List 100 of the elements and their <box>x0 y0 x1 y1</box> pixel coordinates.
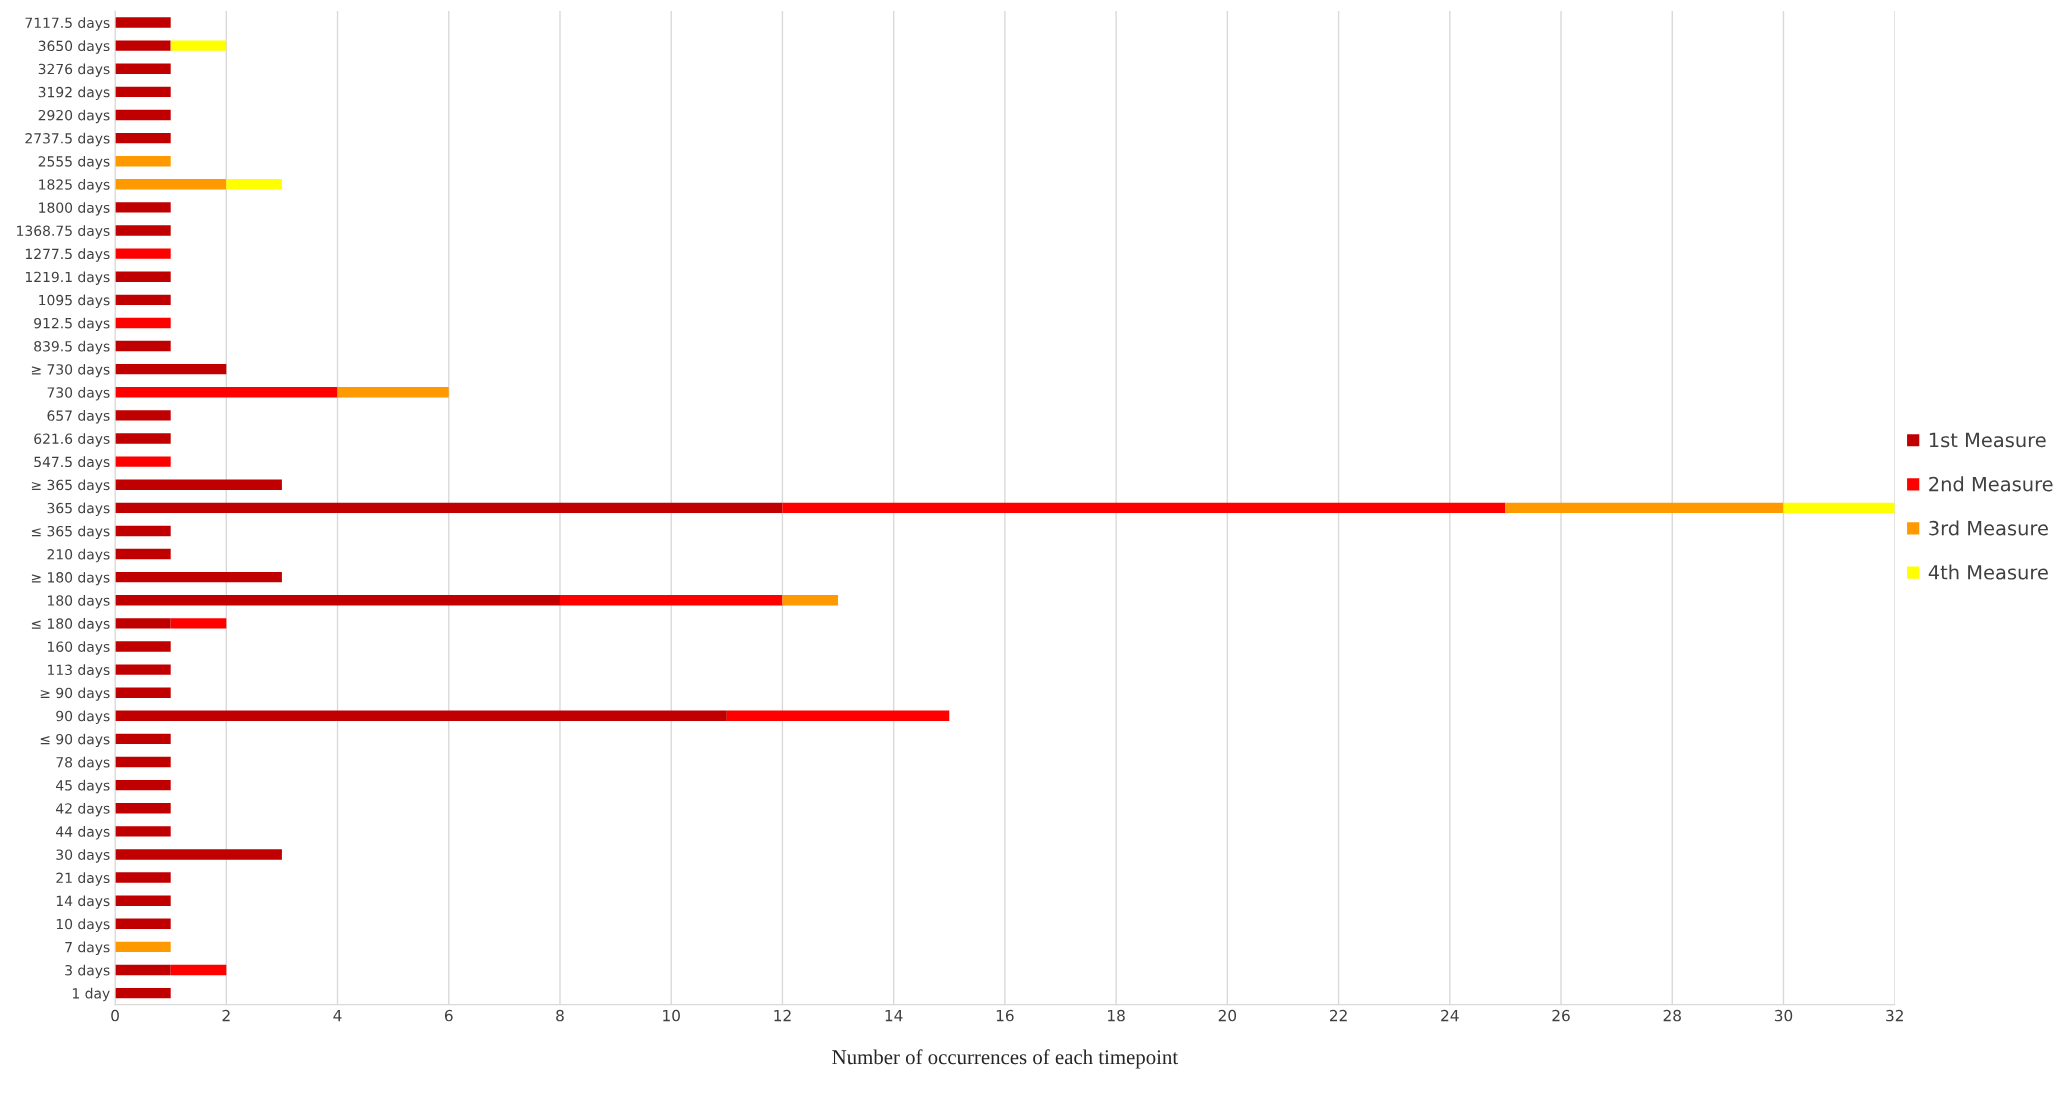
bar <box>115 456 171 467</box>
bar <box>115 918 171 929</box>
y-tick-label: 210 days <box>47 548 110 563</box>
bar <box>115 525 171 537</box>
bar <box>115 202 171 213</box>
x-tick-label: 8 <box>556 1009 564 1022</box>
bar <box>115 179 227 190</box>
bar <box>559 595 783 606</box>
bar <box>115 17 171 28</box>
bar <box>115 756 171 768</box>
bar <box>115 340 171 352</box>
x-tick-label: 32 <box>1886 1009 1903 1022</box>
bar <box>1783 502 1895 514</box>
y-tick-label: 621.6 days <box>34 433 110 447</box>
bar <box>115 733 171 745</box>
bar <box>115 548 171 560</box>
bar <box>115 849 282 860</box>
y-tick-label: 45 days <box>56 779 110 794</box>
x-tick-label: 20 <box>1218 1009 1237 1022</box>
legend-label: 3rd Measure <box>1929 520 2048 536</box>
y-tick-label: ≤ 180 days <box>31 618 110 632</box>
y-tick-label: ≤ 90 days <box>40 733 110 748</box>
x-tick-label: 14 <box>885 1010 903 1022</box>
bar <box>115 294 171 306</box>
y-tick-label: 1095 days <box>39 294 110 309</box>
y-tick-label: 44 days <box>56 826 110 840</box>
y-tick-label: 1800 days <box>39 202 110 216</box>
x-tick-label: 2 <box>222 1009 230 1022</box>
bar <box>226 179 282 190</box>
bar <box>782 595 839 606</box>
bar <box>170 40 227 51</box>
x-tick-label: 28 <box>1663 1009 1681 1022</box>
bar <box>115 109 171 121</box>
y-tick-label: 1219.1 days <box>25 271 110 285</box>
bar <box>115 687 171 698</box>
y-tick-label: 547.5 days <box>34 456 110 470</box>
y-tick-label: ≥ 365 days <box>31 479 110 493</box>
bar <box>115 225 171 236</box>
legend-label: 4th Measure <box>1928 564 2048 580</box>
y-tick-label: 730 days <box>47 387 110 401</box>
bar <box>115 664 171 675</box>
bar <box>115 987 171 999</box>
bar <box>115 363 227 375</box>
y-tick-label: 160 days <box>48 641 110 655</box>
bar <box>115 872 171 883</box>
y-tick-label: 2555 days <box>38 155 110 170</box>
x-tick-label: 12 <box>774 1009 791 1022</box>
bar <box>782 502 1506 514</box>
bar <box>115 410 171 421</box>
y-tick-label: 78 days <box>56 756 110 771</box>
x-tick-label: 26 <box>1552 1009 1570 1022</box>
y-tick-label: 90 days <box>56 710 110 724</box>
y-tick-label: 2920 days <box>38 109 110 124</box>
bar <box>115 63 171 74</box>
y-tick-label: 839.5 days <box>34 340 110 355</box>
y-tick-label: 657 days <box>47 410 110 424</box>
bar <box>115 618 171 629</box>
y-tick-label: 1277.5 days <box>25 248 110 262</box>
bar <box>115 271 171 282</box>
y-tick-label: 3192 days <box>38 86 110 101</box>
bar <box>726 710 950 722</box>
y-tick-label: 42 days <box>56 802 110 817</box>
bar <box>115 710 727 722</box>
bar <box>115 641 171 652</box>
x-tick-label: 6 <box>444 1009 453 1022</box>
bar <box>115 826 171 837</box>
bar <box>115 941 171 953</box>
x-tick-label: 30 <box>1774 1009 1793 1022</box>
y-tick-label: 180 days <box>48 594 110 609</box>
bar <box>1505 502 1784 514</box>
y-tick-label: 2737.5 days <box>25 132 110 147</box>
x-tick-label: 16 <box>996 1009 1014 1022</box>
bar <box>170 618 227 629</box>
y-tick-label: 21 days <box>56 872 110 886</box>
bar <box>115 387 338 398</box>
y-tick-label: 1 day <box>72 987 110 1002</box>
x-tick-label: 10 <box>663 1009 680 1022</box>
bar <box>115 86 171 98</box>
bar <box>115 502 783 514</box>
bar <box>170 964 227 976</box>
y-tick-label: 3650 days <box>38 40 110 54</box>
x-tick-label: 0 <box>111 1009 119 1022</box>
y-tick-label: 912.5 days <box>34 317 110 332</box>
y-tick-label: ≤ 365 days <box>31 525 110 540</box>
y-tick-label: 7117.5 days <box>25 17 110 31</box>
x-tick-label: 22 <box>1329 1009 1347 1022</box>
y-tick-label: ≥ 730 days <box>31 363 110 378</box>
bar <box>115 571 282 583</box>
bar <box>115 964 171 976</box>
bar <box>337 387 449 398</box>
bar <box>115 779 171 791</box>
bar <box>115 155 171 167</box>
y-tick-label: 1368.75 days <box>17 225 110 239</box>
y-tick-label: 3276 days <box>38 63 110 77</box>
y-tick-label: 10 days <box>56 918 110 932</box>
bar <box>115 895 171 906</box>
bar <box>115 479 282 490</box>
bar <box>115 595 560 606</box>
bar <box>115 433 171 444</box>
y-tick-label: 113 days <box>48 664 110 678</box>
